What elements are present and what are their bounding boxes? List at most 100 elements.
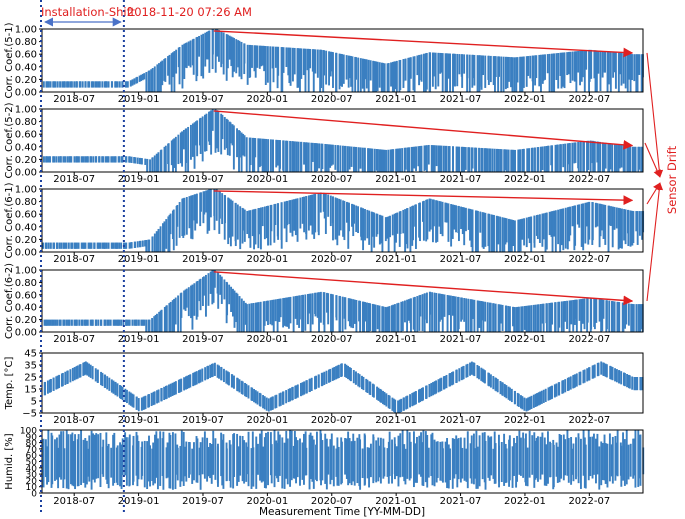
data-point-strip bbox=[218, 365, 220, 379]
data-point-strip bbox=[42, 438, 45, 488]
data-point-strip bbox=[56, 375, 59, 389]
data-point-strip bbox=[306, 48, 309, 71]
data-point-strip bbox=[579, 371, 582, 385]
data-point-strip bbox=[611, 301, 614, 332]
data-point-strip bbox=[514, 149, 516, 172]
data-point-strip bbox=[606, 443, 609, 488]
data-point-strip bbox=[543, 146, 546, 172]
x-tick-label: 2020-07 bbox=[311, 496, 353, 507]
data-point-strip bbox=[210, 444, 213, 484]
data-point-strip bbox=[134, 157, 137, 164]
data-point-strip bbox=[414, 443, 417, 483]
data-point-strip bbox=[249, 210, 252, 248]
data-point-strip bbox=[561, 380, 564, 394]
data-point-strip bbox=[172, 139, 174, 172]
data-point-strip bbox=[521, 218, 524, 240]
data-point-strip bbox=[488, 213, 491, 252]
data-point-strip bbox=[121, 438, 124, 476]
data-point-strip bbox=[100, 371, 102, 386]
data-point-strip bbox=[297, 141, 300, 172]
data-point-strip bbox=[441, 201, 444, 237]
data-point-strip bbox=[451, 372, 453, 386]
data-point-strip bbox=[76, 365, 79, 379]
data-point-strip bbox=[505, 385, 508, 399]
data-point-strip bbox=[627, 209, 630, 247]
data-point-strip bbox=[461, 297, 463, 320]
data-point-strip bbox=[488, 148, 491, 172]
data-point-strip bbox=[106, 376, 109, 390]
data-point-strip bbox=[73, 319, 76, 326]
data-point-strip bbox=[569, 51, 572, 84]
data-point-strip bbox=[279, 140, 281, 169]
data-point-strip bbox=[428, 383, 431, 398]
data-point-strip bbox=[324, 433, 327, 484]
data-point-strip bbox=[166, 442, 169, 478]
data-point-strip bbox=[456, 439, 459, 488]
data-point-strip bbox=[220, 432, 223, 477]
data-point-strip bbox=[623, 439, 626, 486]
data-point-strip bbox=[198, 279, 201, 302]
data-point-strip bbox=[505, 218, 508, 243]
data-point-strip bbox=[176, 205, 179, 227]
data-point-strip bbox=[448, 295, 451, 316]
data-point-strip bbox=[437, 379, 440, 393]
data-point-strip bbox=[140, 74, 143, 82]
data-point-strip bbox=[259, 138, 262, 166]
data-point-strip bbox=[282, 140, 285, 172]
data-point-strip bbox=[627, 303, 630, 326]
data-point-strip bbox=[254, 390, 257, 404]
data-point-strip bbox=[260, 45, 263, 67]
data-point-strip bbox=[493, 148, 496, 172]
data-point-strip bbox=[236, 204, 239, 240]
data-point-strip bbox=[387, 394, 390, 409]
y-axis-label: Humid. [%] bbox=[4, 433, 15, 489]
data-point-strip bbox=[566, 430, 569, 476]
data-point-strip bbox=[575, 51, 578, 92]
y-tick-label: 0.00 bbox=[15, 248, 37, 259]
data-point-strip bbox=[282, 47, 285, 73]
data-point-strip bbox=[101, 156, 104, 163]
data-point-strip bbox=[337, 364, 340, 378]
data-point-strip bbox=[118, 156, 121, 163]
data-point-strip bbox=[375, 440, 378, 483]
data-point-strip bbox=[416, 296, 419, 332]
x-tick-label: 2020-01 bbox=[246, 496, 288, 507]
data-point-strip bbox=[594, 202, 597, 228]
data-point-strip bbox=[576, 204, 579, 225]
data-point-strip bbox=[48, 379, 51, 393]
data-point-strip bbox=[455, 205, 457, 233]
data-point-strip bbox=[372, 60, 375, 92]
data-point-strip bbox=[128, 242, 131, 249]
data-point-strip bbox=[597, 50, 600, 74]
data-point-strip bbox=[618, 302, 621, 332]
data-point-strip bbox=[391, 397, 394, 411]
data-point-strip bbox=[253, 389, 255, 403]
data-point-strip bbox=[518, 219, 521, 252]
data-point-strip bbox=[474, 210, 477, 252]
data-point-strip bbox=[209, 442, 212, 479]
data-point-strip bbox=[503, 433, 506, 486]
data-point-strip bbox=[626, 53, 629, 92]
data-point-strip bbox=[381, 215, 384, 252]
data-point-strip bbox=[42, 242, 45, 249]
data-point-strip bbox=[305, 447, 308, 476]
data-point-strip bbox=[570, 300, 573, 325]
x-tick-label: 2020-07 bbox=[311, 254, 353, 265]
data-point-strip bbox=[420, 145, 423, 172]
x-tick-label: 2019-07 bbox=[182, 334, 224, 345]
data-point-strip bbox=[347, 365, 349, 380]
data-point-strip bbox=[263, 301, 266, 326]
y-tick-label: 0.20 bbox=[15, 315, 37, 326]
y-tick-label: −5 bbox=[22, 409, 37, 420]
data-point-strip bbox=[174, 297, 177, 325]
data-point-strip bbox=[349, 367, 352, 382]
data-point-strip bbox=[382, 438, 385, 479]
data-point-strip bbox=[406, 299, 409, 332]
data-point-strip bbox=[508, 435, 511, 481]
data-point-strip bbox=[570, 448, 573, 475]
data-point-strip bbox=[231, 124, 234, 146]
data-point-strip bbox=[588, 49, 591, 82]
data-point-strip bbox=[187, 287, 190, 317]
data-point-strip bbox=[481, 148, 484, 172]
data-point-strip bbox=[315, 375, 318, 389]
